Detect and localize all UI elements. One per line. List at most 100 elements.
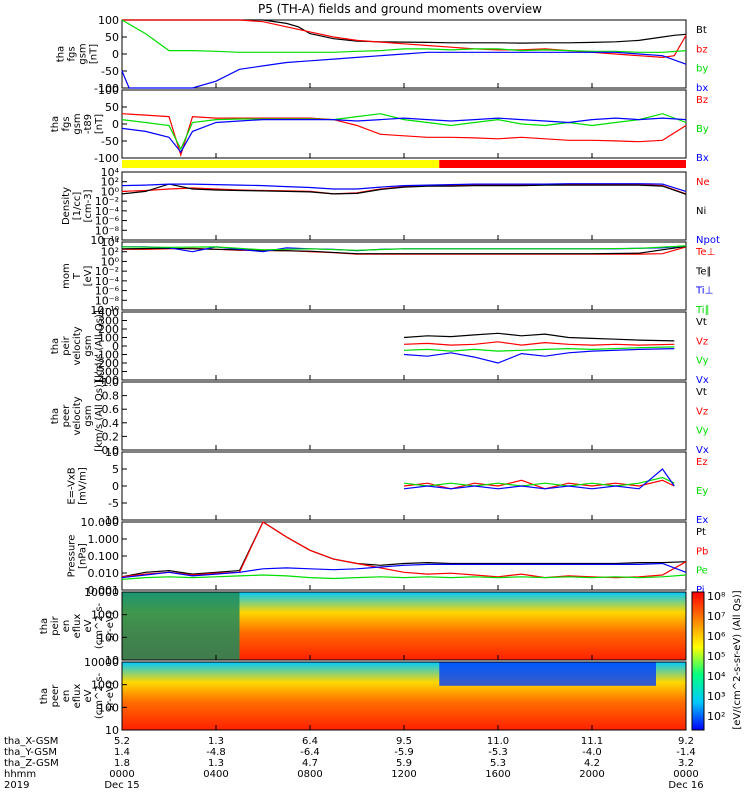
colorbar-tick: 10³ — [707, 690, 725, 703]
y-axis-label: gsm — [78, 43, 89, 64]
y-axis-label: eflux — [72, 684, 83, 709]
colorbar-tick: 10⁴ — [707, 670, 726, 683]
series-Vt — [403, 332, 675, 342]
y-axis-label: eV — [83, 619, 94, 632]
series-Pe — [121, 574, 687, 580]
y-tick-label: 50 — [105, 31, 119, 44]
ephemeris-label: tha_Z-GSM — [4, 758, 59, 769]
y-tick-label: 10 — [105, 724, 119, 737]
y-tick-label: 0.010 — [88, 567, 120, 580]
legend-By: By — [696, 124, 709, 135]
legend-Te∥: Te∥ — [695, 266, 712, 277]
series-Ni — [121, 183, 687, 195]
ephemeris-value: 1.4 — [114, 747, 130, 758]
ephemeris-label: tha_Y-GSM — [4, 747, 57, 758]
series-bx — [121, 51, 687, 89]
legend-Npot: Npot — [696, 235, 720, 246]
y-axis-label: peir — [50, 615, 61, 635]
ephemeris-value: 9.5 — [396, 736, 412, 747]
y-axis-label: tha — [50, 116, 61, 132]
y-tick-label: -50 — [101, 135, 119, 148]
y-tick-label: -50 — [101, 65, 119, 78]
legend-Bt: Bt — [696, 25, 707, 36]
series-Bx — [121, 117, 687, 154]
y-tick-label: 10⁻² — [95, 195, 119, 208]
y-tick-label: 10⁻⁸ — [95, 224, 120, 237]
y-axis-label: [nT] — [89, 44, 100, 64]
y-axis-label: [km/s (All Qs)] — [94, 380, 105, 452]
y-tick-label: -100 — [94, 349, 119, 362]
y-axis-label: velocity — [72, 326, 83, 365]
y-axis-label: peer — [50, 684, 61, 708]
y-tick-label: 10⁻⁴ — [95, 275, 120, 288]
series-Bt — [122, 19, 687, 44]
y-tick-label: 100 — [98, 14, 119, 27]
y-axis-label: [cm-3] — [83, 189, 94, 222]
ephemeris-value: 6.4 — [302, 736, 318, 747]
y-tick-label: -10 — [101, 514, 119, 527]
panel-peir_spectrum: 10000 1000 100 10 tha peir en eflux eV (cm^2-s-sr… — [39, 586, 687, 667]
legend-Vz: Vz — [696, 336, 708, 347]
colorbar-tick: 10² — [707, 710, 725, 723]
ephemeris-value: 5.9 — [396, 758, 412, 769]
y-axis-label: fgs — [61, 116, 72, 131]
ephemeris-value: -6.4 — [300, 747, 320, 758]
status-bar-red — [439, 160, 686, 168]
y-tick-label: 1000 — [91, 679, 119, 692]
y-axis-label: gsm — [72, 113, 83, 134]
y-tick-label: 100 — [98, 332, 119, 345]
y-axis-label: [1/cc] — [72, 192, 83, 221]
ephemeris-value: 2000 — [579, 769, 604, 780]
y-axis-label: tha — [50, 408, 61, 424]
y-axis-label: [nPa] — [78, 543, 89, 569]
y-tick-label: 200 — [98, 323, 119, 336]
y-axis-label: [mV/m] — [78, 467, 89, 505]
y-tick-label: 10.000 — [81, 516, 120, 529]
y-axis-label: mom — [61, 263, 72, 289]
legend-Ez: Ez — [696, 457, 708, 468]
colorbar — [691, 591, 705, 731]
y-tick-label: 0 — [112, 48, 119, 61]
y-tick-label: -400 — [94, 374, 119, 387]
y-axis-label: tha — [50, 338, 61, 354]
legend-Vy: Vy — [696, 426, 709, 437]
ephemeris-value: 4.2 — [584, 758, 600, 769]
y-tick-label: -300 — [94, 366, 119, 379]
y-tick-label: 10⁻¹⁰ — [90, 234, 119, 247]
y-axis-label: eflux — [72, 614, 83, 639]
panel-fgs_t89: 100 50 0 -50 -100 tha fgs gsm -t89 [nT] Bz By Bx — [50, 84, 709, 165]
y-axis-label: peir — [61, 335, 72, 355]
y-tick-label: 10⁻¹⁰ — [90, 304, 119, 317]
series-Pi — [121, 562, 687, 579]
legend-bz: bz — [696, 44, 708, 55]
panel-efield: 10 5 0 -5 -10 E=-VxB [mV/m] Ez Ey Ex — [67, 446, 709, 527]
panel-frame — [121, 171, 687, 241]
panel-frame — [121, 311, 687, 381]
y-tick-label: 0.4 — [102, 417, 120, 430]
y-tick-label: 0 — [112, 340, 119, 353]
y-axis-label: [km/s (All Qs)] — [94, 310, 105, 382]
y-axis-label: sr-eV) — [105, 681, 116, 710]
ephemeris-label: 2019 — [4, 780, 29, 791]
colorbar-tick: 10⁵ — [707, 650, 725, 663]
legend-Te⊥: Te⊥ — [695, 247, 715, 258]
ephemeris-value: -4.0 — [582, 747, 602, 758]
y-axis-label: Density — [61, 187, 72, 225]
y-tick-label: 100 — [98, 84, 119, 97]
y-tick-label: 10000 — [84, 586, 119, 599]
y-tick-label: 10⁻⁸ — [95, 294, 120, 307]
ephemeris-value: Dec 15 — [104, 780, 139, 791]
ephemeris-value: -1.4 — [676, 747, 696, 758]
y-tick-label: 10 — [105, 654, 119, 667]
ephemeris-value: 1.8 — [114, 758, 130, 769]
y-tick-label: 5 — [112, 463, 119, 476]
y-tick-label: -200 — [94, 357, 119, 370]
series-Vz — [403, 341, 675, 346]
series-Vy — [403, 346, 675, 352]
series-Ex — [403, 468, 675, 490]
series-Ti∥ — [121, 245, 687, 251]
y-tick-label: 10⁴ — [101, 166, 120, 179]
y-tick-label: 10⁴ — [101, 236, 120, 249]
series-By — [121, 113, 687, 151]
